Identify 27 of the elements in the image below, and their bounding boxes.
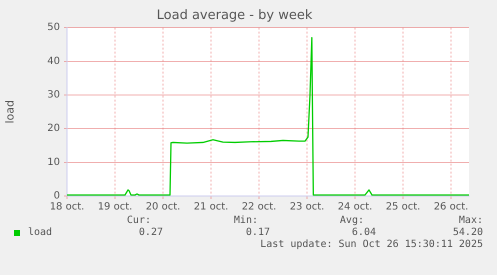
x-tick-label: 22 oct.: [242, 202, 276, 213]
x-tick-label: 18 oct.: [50, 202, 84, 213]
x-tick-label: 26 oct.: [434, 202, 468, 213]
y-tick-label: 30: [47, 90, 60, 101]
text: 0.27: [138, 227, 163, 238]
x-tick-label: 25 oct.: [386, 202, 420, 213]
x-tick-label: 24 oct.: [338, 202, 372, 213]
legend-label: load: [28, 227, 52, 238]
chart-title: Load average - by week: [156, 8, 313, 24]
x-tick-label: 20 oct.: [146, 202, 180, 213]
text: Min:: [234, 215, 258, 226]
text: Avg:: [340, 215, 364, 226]
text: Cur:: [126, 215, 151, 226]
x-tick-label: 21 oct.: [194, 202, 228, 213]
text: 0.17: [246, 227, 270, 238]
y-tick-label: 20: [47, 123, 60, 134]
y-tick-label: 40: [47, 56, 60, 67]
text: 54.20: [452, 227, 483, 238]
text: 6.04: [352, 227, 376, 238]
x-tick-label: 19 oct.: [98, 202, 132, 213]
y-tick-label: 50: [47, 22, 60, 34]
text: Last update: Sun Oct 26 15:30:11 2025: [260, 239, 483, 250]
text: Max:: [458, 215, 483, 226]
y-tick-label: 10: [47, 156, 60, 168]
y-tick-label: 0: [54, 190, 60, 202]
x-tick-label: 23 oct.: [290, 202, 324, 213]
y-axis-title: load: [3, 100, 16, 124]
